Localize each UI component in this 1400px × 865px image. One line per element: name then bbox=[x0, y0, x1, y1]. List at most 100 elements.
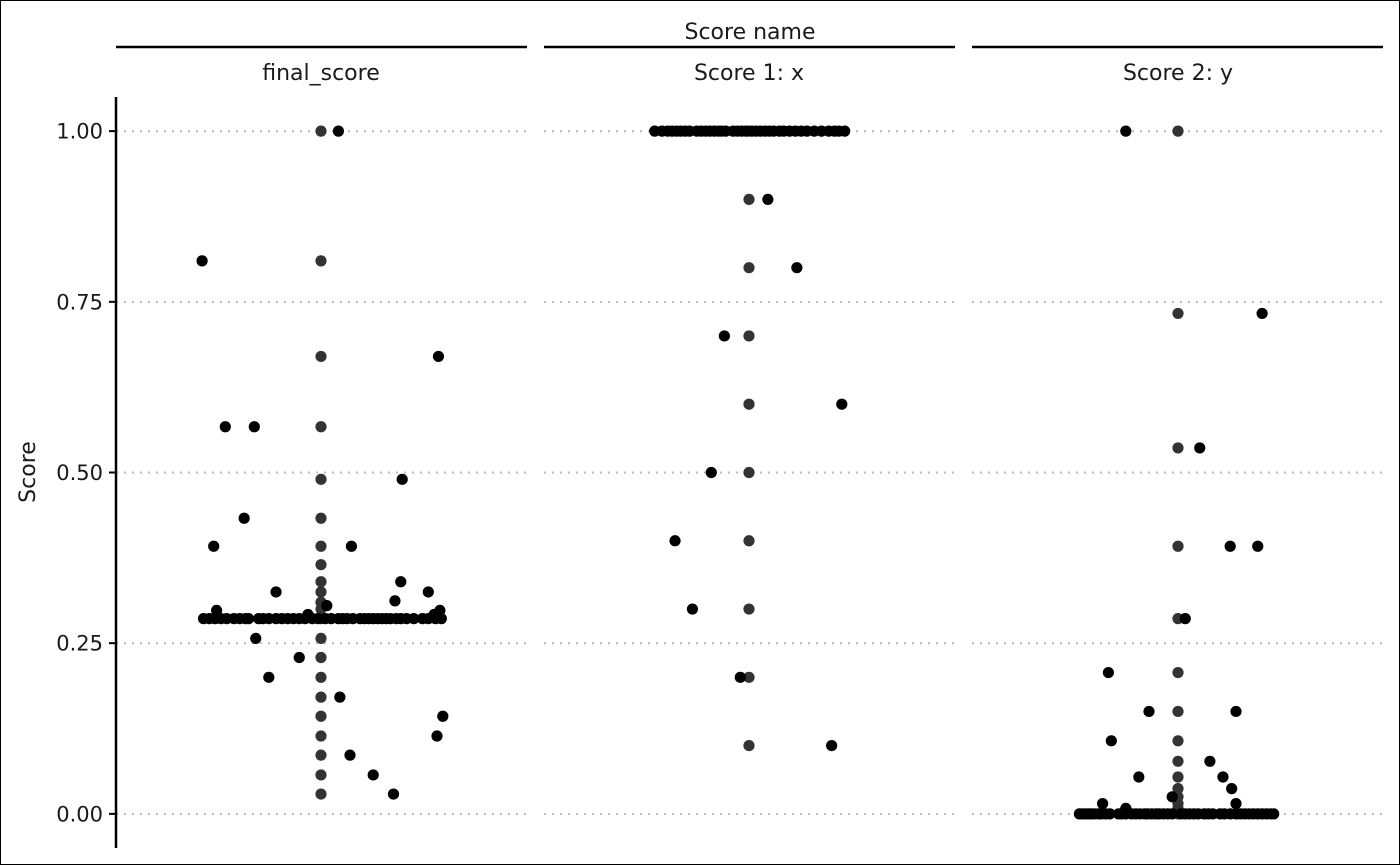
data-point bbox=[1120, 125, 1132, 137]
data-point bbox=[1179, 613, 1191, 625]
data-point bbox=[1105, 735, 1117, 747]
center-point bbox=[743, 466, 755, 479]
panel-label: Score 2: y bbox=[1123, 61, 1233, 86]
center-point bbox=[315, 125, 327, 137]
data-point bbox=[1194, 442, 1206, 454]
panel-label: final_score bbox=[262, 61, 380, 86]
center-point bbox=[1172, 783, 1184, 795]
data-point bbox=[208, 540, 220, 552]
panel-3: Score 2: y bbox=[972, 45, 1383, 820]
center-point bbox=[315, 255, 327, 267]
center-point bbox=[743, 603, 755, 615]
data-point bbox=[396, 473, 408, 485]
data-point bbox=[263, 671, 275, 683]
data-point bbox=[367, 769, 379, 781]
center-point bbox=[315, 788, 327, 800]
strip-title: Score name bbox=[684, 20, 815, 45]
center-point bbox=[315, 671, 327, 683]
center-point bbox=[743, 671, 755, 683]
center-point bbox=[1172, 771, 1184, 783]
center-point bbox=[1172, 755, 1184, 767]
data-point bbox=[242, 613, 255, 625]
data-point bbox=[705, 466, 717, 479]
data-point bbox=[1252, 540, 1264, 552]
data-point bbox=[248, 421, 260, 433]
y-tick-label: 0.25 bbox=[56, 632, 103, 656]
center-point bbox=[1172, 307, 1184, 320]
data-point bbox=[432, 350, 445, 363]
data-point bbox=[1166, 791, 1178, 803]
data-point bbox=[431, 730, 443, 742]
y-axis: 0.00 0.25 0.50 0.75 1.00 bbox=[56, 97, 118, 848]
data-point bbox=[293, 651, 305, 664]
data-point bbox=[1133, 771, 1145, 783]
data-point bbox=[334, 691, 346, 703]
center-point bbox=[1172, 540, 1184, 552]
center-point bbox=[1172, 666, 1184, 679]
data-point bbox=[826, 739, 838, 752]
data-point bbox=[718, 330, 730, 342]
y-tick-label: 1.00 bbox=[56, 120, 103, 144]
data-point bbox=[1230, 705, 1242, 718]
panel-1: final_score bbox=[116, 45, 527, 800]
center-point bbox=[315, 576, 327, 588]
data-point bbox=[1204, 755, 1216, 767]
center-point bbox=[315, 730, 327, 742]
center-point bbox=[743, 739, 755, 752]
data-point bbox=[389, 595, 401, 607]
data-point bbox=[1256, 307, 1268, 320]
data-point bbox=[238, 512, 250, 524]
center-point bbox=[1172, 125, 1184, 137]
data-point bbox=[422, 586, 434, 598]
center-point bbox=[315, 421, 327, 433]
y-tick-label: 0.75 bbox=[56, 290, 103, 314]
center-point bbox=[315, 651, 327, 664]
data-point bbox=[321, 600, 333, 612]
center-point bbox=[743, 262, 755, 274]
data-point bbox=[762, 193, 774, 206]
data-point bbox=[839, 125, 851, 137]
data-point bbox=[395, 576, 407, 588]
data-point bbox=[1224, 540, 1236, 552]
center-point bbox=[743, 535, 755, 547]
center-point bbox=[743, 398, 755, 410]
data-point bbox=[387, 788, 400, 800]
center-point bbox=[1172, 735, 1184, 747]
panel-label: Score 1: x bbox=[694, 61, 804, 86]
center-point bbox=[315, 586, 327, 598]
data-point bbox=[836, 398, 848, 410]
data-point bbox=[1268, 808, 1280, 820]
data-point bbox=[734, 671, 746, 683]
center-point bbox=[743, 193, 755, 206]
center-point bbox=[315, 540, 327, 552]
center-point bbox=[315, 512, 327, 524]
data-point bbox=[686, 603, 699, 615]
data-point bbox=[1097, 798, 1109, 810]
center-point bbox=[743, 330, 755, 342]
panel-2: Score 1: x bbox=[544, 45, 955, 752]
data-point bbox=[1226, 783, 1238, 795]
data-point bbox=[196, 255, 208, 267]
data-point bbox=[437, 710, 449, 722]
data-point bbox=[344, 749, 356, 761]
data-point bbox=[669, 535, 681, 547]
center-point bbox=[315, 749, 327, 761]
y-axis-label: Score bbox=[16, 441, 41, 503]
data-point bbox=[332, 125, 344, 137]
y-tick-label: 0.00 bbox=[56, 802, 103, 826]
data-point bbox=[1102, 666, 1114, 679]
center-point bbox=[315, 559, 327, 571]
center-point bbox=[315, 710, 327, 722]
y-tick-label: 0.50 bbox=[56, 461, 103, 485]
data-point bbox=[219, 421, 231, 433]
data-point bbox=[270, 586, 282, 598]
data-point bbox=[791, 262, 803, 274]
data-point bbox=[1143, 705, 1155, 718]
data-point bbox=[1166, 808, 1178, 820]
data-point bbox=[435, 613, 447, 625]
data-point bbox=[1230, 798, 1242, 810]
data-point bbox=[345, 540, 358, 552]
center-point bbox=[315, 691, 327, 703]
center-point bbox=[1172, 705, 1184, 718]
